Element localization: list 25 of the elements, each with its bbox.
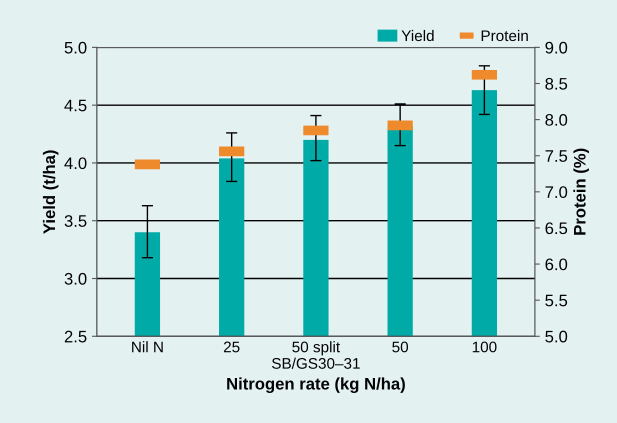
y-tick-label: 3.0	[64, 272, 86, 285]
y2-tick-label: 5.0	[545, 330, 568, 342]
y-axis-title: Yield (t/ha)	[42, 150, 58, 234]
y2-tick-label: 5.5	[545, 294, 568, 306]
legend-label: Yield	[402, 30, 434, 42]
x-tick-label: 25	[224, 342, 240, 352]
y2-tick-label: 6.5	[546, 222, 568, 234]
y-tick-label: 5.0	[64, 42, 86, 54]
y2-tick-label: 6.0	[546, 258, 568, 270]
y-tick-label: 4.0	[64, 157, 86, 170]
y2-tick-label: 9.0	[545, 42, 568, 54]
y2-tick-label: 8.5	[545, 78, 568, 90]
x-tick-label: 50 split SB/GS30–31	[272, 341, 360, 369]
legend-label: Protein	[482, 30, 528, 42]
x-tick-label: 50	[392, 342, 408, 352]
y2-tick-label: 8.0	[545, 114, 568, 126]
y2-tick-label: 7.5	[546, 150, 568, 162]
y-tick-label: 3.5	[64, 215, 86, 227]
x-tick-label: Nil N	[132, 341, 163, 352]
x-axis-title: Nitrogen rate (kg N/ha)	[227, 377, 405, 394]
x-tick-label: 100	[472, 342, 497, 352]
y2-tick-label: 7.0	[546, 186, 568, 198]
y-tick-label: 2.5	[64, 330, 86, 342]
y2-axis-title: Protein (%)	[573, 148, 589, 235]
y-tick-label: 4.5	[64, 100, 86, 112]
